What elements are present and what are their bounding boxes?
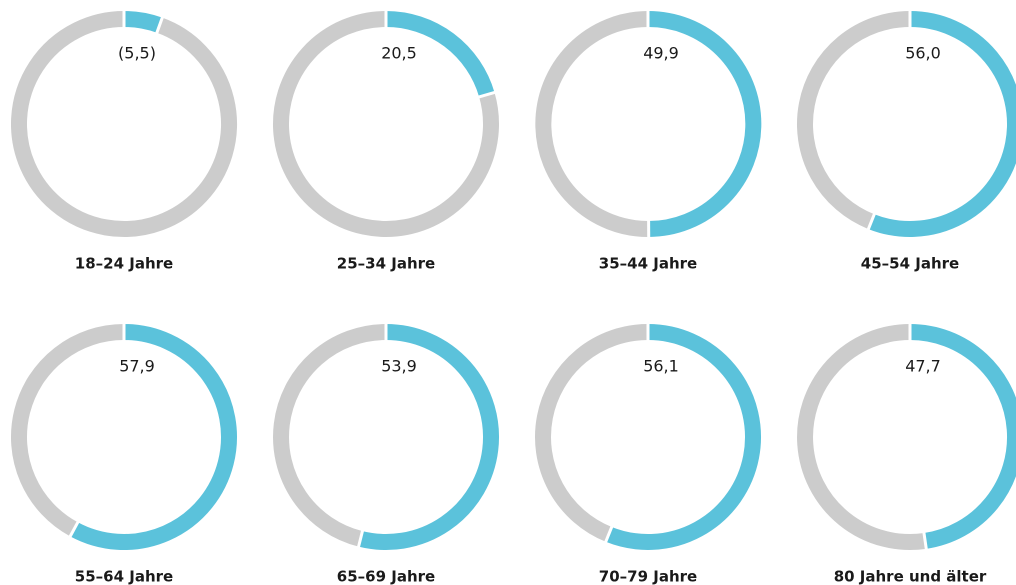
donut-end-separator bbox=[477, 90, 496, 99]
donut-category-label: 45–54 Jahre bbox=[861, 255, 959, 273]
donut-3: 49,9 35–44 Jahre bbox=[535, 10, 762, 273]
donut-share-arc bbox=[123, 11, 163, 33]
donut-share-arc bbox=[385, 11, 495, 98]
donut-category-label: 25–34 Jahre bbox=[337, 255, 435, 273]
donut-7: 56,1 70–79 Jahre bbox=[535, 323, 761, 585]
donut-2: 20,5 25–34 Jahre bbox=[273, 10, 499, 273]
donut-end-separator bbox=[922, 531, 928, 551]
donut-8: 47,7 80 Jahre und älter bbox=[797, 323, 1016, 585]
donut-remainder-arc bbox=[797, 324, 927, 550]
donut-value-label: (5,5) bbox=[118, 44, 156, 63]
donut-share-arc bbox=[868, 11, 1016, 237]
donut-value-label: 20,5 bbox=[381, 44, 417, 63]
donut-remainder-arc bbox=[273, 324, 387, 547]
donut-1: (5,5) 18–24 Jahre bbox=[11, 10, 237, 273]
donut-value-label: 53,9 bbox=[381, 357, 417, 376]
donut-share-arc bbox=[647, 10, 762, 237]
donut-category-label: 80 Jahre und älter bbox=[834, 568, 987, 585]
donut-share-arc bbox=[909, 324, 1016, 549]
donut-value-label: 56,1 bbox=[643, 357, 679, 376]
donut-category-label: 55–64 Jahre bbox=[75, 568, 173, 585]
donut-end-separator bbox=[356, 529, 365, 548]
donut-category-label: 70–79 Jahre bbox=[599, 568, 697, 585]
donut-category-label: 35–44 Jahre bbox=[599, 255, 697, 273]
donut-remainder-arc bbox=[11, 324, 125, 537]
donut-share-arc bbox=[358, 324, 499, 550]
donut-value-label: 56,0 bbox=[905, 44, 941, 63]
donut-end-separator bbox=[603, 525, 614, 544]
donut-remainder-arc bbox=[797, 11, 911, 230]
donut-share-arc bbox=[605, 324, 761, 550]
donut-remainder-arc bbox=[273, 11, 499, 237]
donut-5: 57,9 55–64 Jahre bbox=[11, 323, 237, 585]
donut-remainder-arc bbox=[535, 324, 649, 542]
donut-6: 53,9 65–69 Jahre bbox=[273, 323, 499, 585]
donut-remainder-arc bbox=[11, 11, 237, 237]
donut-category-label: 18–24 Jahre bbox=[75, 255, 173, 273]
donut-category-label: 65–69 Jahre bbox=[337, 568, 435, 585]
donut-end-separator bbox=[866, 212, 877, 231]
donut-remainder-arc bbox=[535, 11, 649, 238]
donut-value-label: 49,9 bbox=[643, 44, 679, 63]
donut-value-label: 57,9 bbox=[119, 357, 155, 376]
donut-share-arc bbox=[70, 324, 237, 550]
donut-end-separator bbox=[68, 520, 80, 538]
donut-end-separator bbox=[155, 16, 165, 35]
donut-4: 56,0 45–54 Jahre bbox=[797, 10, 1016, 273]
donut-value-label: 47,7 bbox=[905, 357, 941, 376]
